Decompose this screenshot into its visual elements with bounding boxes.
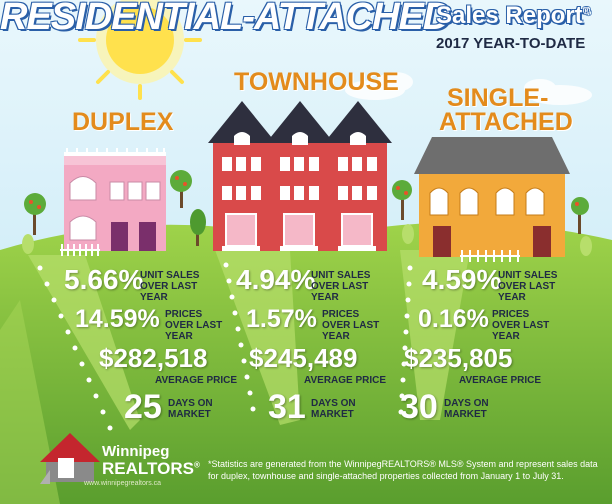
- townhouse-unit-sales-pct: 4.94%: [236, 264, 316, 295]
- duplex-unit-sales-label: UNIT SALES OVER LAST YEAR: [140, 270, 200, 303]
- duplex-prices-pct: 14.59%: [75, 305, 160, 333]
- sun-icon: [78, 0, 202, 100]
- duplex-avg-price-label: AVERAGE PRICE: [155, 375, 238, 386]
- townhouse-avg-price-label: AVERAGE PRICE: [304, 375, 387, 386]
- townhouse-prices-label: PRICES OVER LAST YEAR: [322, 309, 380, 342]
- townhouse-icon: [208, 101, 392, 251]
- townhouse-unit-sales-label: UNIT SALES OVER LAST YEAR: [311, 270, 371, 303]
- single-attached-avg-price: $235,805: [404, 343, 513, 373]
- single-attached-days: 30: [400, 388, 438, 426]
- duplex-days: 25: [124, 388, 162, 426]
- report-period: 2017 YEAR-TO-DATE: [436, 35, 586, 52]
- townhouse-prices-pct: 1.57%: [246, 305, 317, 333]
- single-attached-days-label: DAYS ON MARKET: [444, 398, 489, 420]
- single-attached-unit-sales-pct: 4.59%: [422, 264, 502, 295]
- duplex-house-icon: [60, 148, 166, 256]
- duplex-avg-price: $282,518: [99, 343, 208, 373]
- townhouse-title: TOWNHOUSE: [234, 68, 399, 96]
- logo-text-line2: REALTORS®: [102, 459, 200, 478]
- winnipeg-realtors-logo-icon: [40, 433, 100, 484]
- single-attached-unit-sales-label: UNIT SALES OVER LAST YEAR: [498, 270, 558, 303]
- townhouse-days-label: DAYS ON MARKET: [311, 398, 356, 420]
- logo-text-line1: Winnipeg: [102, 443, 170, 460]
- main-title: RESIDENTIAL-ATTACHED: [0, 0, 450, 38]
- duplex-days-label: DAYS ON MARKET: [168, 398, 213, 420]
- tree-icon: [24, 193, 46, 235]
- single-attached-title-line1: SINGLE-: [447, 84, 549, 112]
- single-attached-title-line2: ATTACHED: [439, 108, 573, 136]
- logo-url: www.winnipegrealtors.ca: [84, 480, 162, 487]
- report-subtitle: Sales Report®: [436, 2, 591, 29]
- single-attached-house-icon: [414, 137, 570, 262]
- footnote: *Statistics are generated from the Winni…: [208, 459, 598, 481]
- townhouse-days: 31: [268, 388, 306, 426]
- duplex-prices-label: PRICES OVER LAST YEAR: [165, 309, 223, 342]
- duplex-unit-sales-pct: 5.66%: [64, 264, 144, 295]
- single-attached-prices-pct: 0.16%: [418, 305, 489, 333]
- townhouse-avg-price: $245,489: [249, 343, 358, 373]
- single-attached-prices-label: PRICES OVER LAST YEAR: [492, 309, 550, 342]
- duplex-title: DUPLEX: [72, 108, 174, 136]
- single-attached-avg-price-label: AVERAGE PRICE: [459, 375, 542, 386]
